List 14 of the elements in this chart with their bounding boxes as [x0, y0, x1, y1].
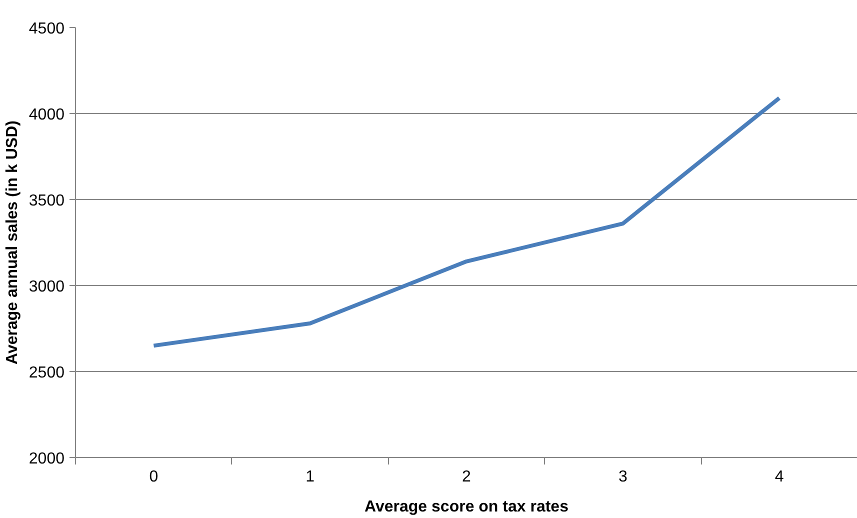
y-axis-title: Average annual sales (in k USD) — [4, 120, 21, 364]
y-tick-label: 3000 — [28, 278, 65, 296]
y-tick-label: 4000 — [28, 106, 65, 124]
line-series — [152, 96, 782, 348]
y-tick-label: 3500 — [28, 192, 65, 210]
x-tick-label: 4 — [774, 468, 784, 486]
x-tick-label: 0 — [149, 468, 158, 486]
y-tick-label: 2500 — [28, 364, 65, 382]
y-tick-label: 2000 — [28, 450, 65, 468]
x-tick-label: 1 — [306, 468, 315, 486]
y-tick-label: 4500 — [28, 20, 65, 38]
x-tick-label: 2 — [462, 468, 472, 486]
x-axis-title: Average score on tax rates — [364, 498, 569, 516]
x-tick-label: 3 — [618, 468, 628, 486]
